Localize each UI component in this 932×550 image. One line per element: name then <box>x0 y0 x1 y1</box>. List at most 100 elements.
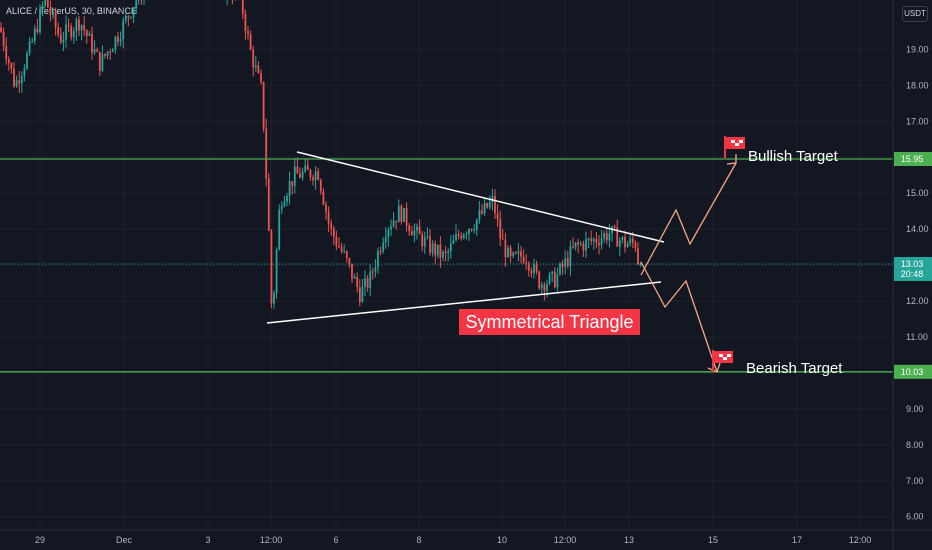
level-badge <box>894 364 932 379</box>
candle-body <box>91 33 93 53</box>
y-tick-label: 12.00 <box>906 296 929 306</box>
candle-body <box>488 201 491 208</box>
x-tick-label: 15 <box>708 535 718 545</box>
pattern-label-background <box>459 309 640 335</box>
bearish-target-label: Bearish Target <box>746 360 843 377</box>
candle-body <box>556 274 559 288</box>
candle-body <box>400 205 403 222</box>
candle-body <box>325 204 327 212</box>
candle-body <box>93 49 96 53</box>
x-tick-label: 13 <box>624 535 634 545</box>
bearish-flag-icon <box>712 350 733 372</box>
candle-body <box>538 271 541 289</box>
candle-body <box>553 271 556 288</box>
candle-body <box>0 27 2 32</box>
candle-body <box>291 181 294 186</box>
candle-body <box>525 262 528 264</box>
candle-body <box>559 263 561 275</box>
candle-body <box>613 226 616 228</box>
triangle-lower-line <box>266 281 662 324</box>
candle-body <box>410 231 413 236</box>
candle-body <box>624 237 626 248</box>
candle-body <box>130 17 132 19</box>
x-tick-label: 6 <box>333 535 338 545</box>
candle-body <box>72 31 75 38</box>
candle-body <box>135 0 138 9</box>
y-tick-label: 11.00 <box>906 332 928 342</box>
candle-body <box>413 230 416 236</box>
candle-body <box>345 251 348 259</box>
currency-button[interactable]: USDT <box>902 6 928 22</box>
candle-body <box>309 169 312 178</box>
candle-body <box>595 239 598 243</box>
y-tick-label: 19.00 <box>906 44 929 54</box>
candle-body <box>85 30 88 36</box>
candle-body <box>603 233 606 239</box>
candle-body <box>343 251 346 253</box>
candle-body <box>564 258 567 267</box>
candle-body <box>561 263 564 267</box>
candle-body <box>109 51 112 53</box>
candle-body <box>481 210 483 214</box>
x-tick-label: 12:00 <box>554 535 577 545</box>
candle-body <box>405 207 408 226</box>
candle-body <box>462 234 465 239</box>
candle-body <box>566 258 569 266</box>
candle-body <box>533 264 535 274</box>
candle-body <box>395 220 398 223</box>
candle-body <box>117 36 119 42</box>
candle-body <box>312 177 314 181</box>
candle-body <box>244 13 247 32</box>
x-tick-label: Dec <box>116 535 133 545</box>
candle-body <box>296 166 299 174</box>
candle-body <box>306 165 309 170</box>
candle-body <box>358 287 361 303</box>
candle-body <box>455 234 457 241</box>
level-badge-label: 15.95 <box>901 154 924 164</box>
candle-body <box>572 246 574 248</box>
candle-body <box>273 292 275 304</box>
candle-body <box>491 195 494 202</box>
candle-body <box>616 227 619 247</box>
candle-body <box>460 235 463 239</box>
x-tick-label: 12:00 <box>260 535 283 545</box>
level-badge <box>894 152 932 166</box>
candle-body <box>582 243 585 251</box>
candle-body <box>543 284 546 291</box>
candle-body <box>304 165 307 172</box>
candle-body <box>335 237 338 246</box>
candle-body <box>499 219 502 239</box>
x-tick-label: 12:00 <box>849 535 872 545</box>
candle-body <box>371 271 374 273</box>
candle-body <box>348 258 351 264</box>
candle-body <box>408 225 411 232</box>
candle-body <box>286 195 288 202</box>
candle-body <box>431 243 434 253</box>
candle-body <box>20 75 23 84</box>
candle-body <box>75 19 78 32</box>
candle-body <box>436 244 439 256</box>
candle-body <box>275 249 278 293</box>
candle-body <box>57 27 60 35</box>
bullish-flag-icon <box>724 136 745 158</box>
candle-body <box>520 251 522 257</box>
current-price-badge <box>894 256 932 281</box>
candle-body <box>377 250 379 268</box>
candle-body <box>574 242 577 248</box>
candle-body <box>36 28 39 33</box>
bullish-arrowhead <box>726 154 737 165</box>
y-tick-label: 9.00 <box>906 404 924 414</box>
candle-body <box>429 236 431 253</box>
y-tick-label: 8.00 <box>906 440 924 450</box>
candle-body <box>15 80 18 87</box>
candle-body <box>507 247 509 258</box>
candle-body <box>416 226 418 231</box>
candle-body <box>364 278 366 287</box>
x-tick-label: 29 <box>35 535 45 545</box>
candle-body <box>548 274 551 284</box>
candle-body <box>540 284 543 289</box>
candle-body <box>332 228 335 238</box>
candle-body <box>587 238 590 240</box>
